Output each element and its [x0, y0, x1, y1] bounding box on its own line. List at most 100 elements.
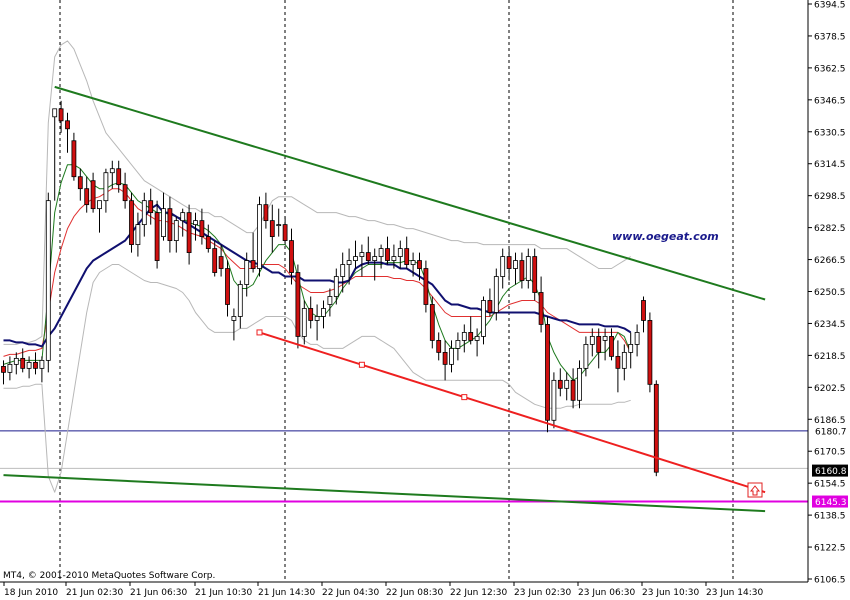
candle-bear: [641, 300, 646, 321]
level-tag: 6180.7: [815, 427, 847, 437]
level-tag-bg: [812, 495, 848, 508]
candle-bear: [58, 108, 64, 122]
candle-bull: [481, 300, 486, 337]
trend-anchor-handle: [358, 361, 365, 368]
candle-bull: [353, 256, 358, 261]
candle-bull: [180, 212, 186, 222]
candle-bear: [282, 224, 288, 241]
x-tick-label: 22 Jun 12:30: [450, 588, 507, 598]
candle-bull: [39, 359, 45, 369]
candle-bear: [365, 252, 371, 261]
y-tick-label: 6298.5: [814, 192, 846, 202]
bollinger-upper-line: [3, 40, 631, 345]
candle-bear: [295, 272, 301, 337]
x-tick-label: 21 Jun 14:30: [258, 588, 315, 598]
y-tick-label: 6378.5: [814, 32, 846, 42]
trend-line-upper: [54, 85, 766, 301]
candle-bear: [218, 256, 224, 269]
candle-bear: [154, 212, 160, 261]
candle-bull: [474, 336, 480, 341]
y-tick-label: 6154.5: [814, 480, 846, 490]
y-tick-label: 6362.5: [814, 64, 846, 74]
candle-bull: [257, 204, 262, 269]
candle-bear: [250, 260, 256, 269]
candle-bear: [487, 300, 493, 313]
x-tick-label: 18 Jun 2010: [4, 588, 58, 598]
candle-bull: [634, 332, 640, 345]
x-tick-label: 23 Jun 02:30: [514, 588, 571, 598]
y-tick-label: 6106.5: [814, 576, 846, 586]
candle-bear: [269, 220, 275, 237]
candle-bull: [161, 208, 166, 237]
candle-bull: [346, 260, 352, 265]
candle-bear: [653, 383, 659, 473]
candle-bear: [557, 379, 563, 389]
candle-bear: [116, 168, 122, 186]
x-tick-label: 23 Jun 10:30: [642, 588, 699, 598]
y-tick-label: 6394.5: [814, 1, 846, 11]
candle-bear: [647, 320, 653, 385]
candle-bear: [71, 140, 77, 178]
x-tick-label: 21 Jun 06:30: [130, 588, 187, 598]
candle-bear: [385, 248, 390, 261]
candle-bull: [173, 220, 179, 241]
candle-bear: [129, 200, 134, 245]
candle-bull: [109, 168, 115, 174]
candle-bull: [621, 351, 627, 369]
y-tick-label: 6186.5: [814, 416, 846, 426]
candle-bull: [333, 276, 339, 297]
horizontal-levels: [0, 430, 808, 503]
candle-bear: [519, 260, 525, 281]
candle-bull: [410, 260, 416, 265]
x-tick-label: 23 Jun 14:30: [706, 588, 763, 598]
candle-bull: [564, 379, 570, 389]
last-price-tag: 6160.8: [815, 467, 847, 477]
x-tick-label: 23 Jun 06:30: [578, 588, 635, 598]
candle-bull: [244, 260, 250, 285]
candle-bear: [545, 324, 550, 421]
level-tag-bg: [812, 424, 848, 437]
y-tick-label: 6202.5: [814, 384, 846, 394]
candle-bear: [122, 184, 128, 202]
candle-bull: [237, 284, 243, 317]
candle-bull: [500, 256, 506, 277]
candle-bull: [583, 344, 589, 369]
x-tick-label: 22 Jun 08:30: [386, 588, 443, 598]
candle-bear: [65, 120, 70, 130]
arrow-up-icon[interactable]: [747, 482, 763, 498]
y-tick-label: 6282.5: [814, 224, 846, 234]
y-tick-label: 6250.5: [814, 288, 846, 298]
level-tag: 6145.3: [815, 498, 847, 508]
candle-bull: [551, 379, 557, 421]
candle-bear: [308, 308, 314, 321]
trend-lines[interactable]: [3, 85, 766, 513]
candle-bull: [397, 248, 403, 257]
candle-bear: [205, 236, 211, 249]
candle-bull: [372, 256, 378, 261]
candle-bull: [391, 256, 397, 261]
candle-bear: [417, 260, 422, 269]
candle-bull: [26, 361, 32, 369]
candle-bull: [97, 200, 102, 210]
candle-bull: [513, 260, 518, 269]
candle-bear: [77, 176, 83, 190]
candle-bull: [52, 108, 58, 118]
copyright-text: MT4, © 2001-2010 MetaQuotes Software Cor…: [3, 571, 215, 581]
candle-bear: [609, 336, 614, 357]
candle-bull: [628, 344, 634, 353]
candle-bear: [436, 340, 442, 353]
y-tick-label: 6330.5: [814, 128, 846, 138]
candle-bull: [455, 340, 461, 349]
candle-bull: [13, 357, 19, 365]
y-tick-label: 6218.5: [814, 352, 846, 362]
candle-bull: [589, 336, 595, 345]
candle-bear: [289, 240, 294, 273]
candle-bear: [225, 268, 230, 305]
candle-bear: [212, 248, 218, 273]
y-tick-label: 6266.5: [814, 256, 846, 266]
candle-bear: [263, 204, 269, 222]
candle-bull: [461, 332, 467, 341]
candle-bull: [135, 224, 141, 245]
bollinger-bands: [3, 40, 631, 493]
